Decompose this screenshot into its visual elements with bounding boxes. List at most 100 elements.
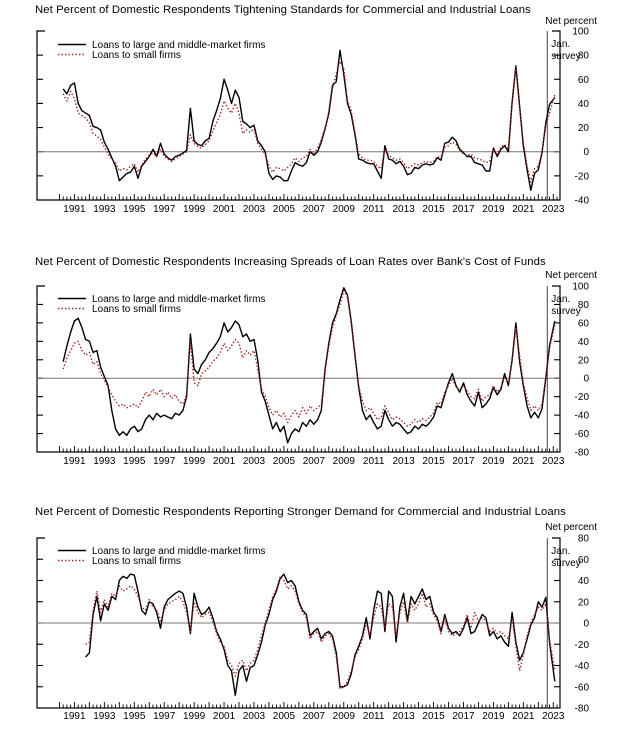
- x-tick-label: 2019: [482, 204, 505, 215]
- y-tick-label: 60: [578, 318, 590, 329]
- x-tick-label: 1991: [63, 204, 86, 215]
- series-line-small-firms: [62, 289, 556, 427]
- x-tick-label: 2021: [512, 204, 535, 215]
- legend-item-label: Loans to large and middle-market firms: [92, 40, 265, 51]
- jan-survey-label: Jan.: [551, 39, 570, 50]
- y-tick-label: 20: [578, 123, 590, 134]
- chart-title: Net Percent of Domestic Respondents Tigh…: [35, 4, 531, 16]
- y-tick-label: 40: [578, 576, 590, 587]
- x-tick-label: 1993: [93, 204, 116, 215]
- y-tick-label: -20: [575, 171, 590, 182]
- x-tick-label: 1995: [123, 711, 146, 722]
- x-tick-label: 1993: [93, 456, 116, 467]
- y-tick-label: 20: [578, 597, 590, 608]
- x-tick-label: 2021: [512, 711, 535, 722]
- legend-item-label: Loans to large and middle-market firms: [92, 546, 265, 557]
- jan-survey-label: survey: [551, 51, 580, 62]
- x-tick-label: 2013: [392, 456, 415, 467]
- y-tick-label: 80: [578, 534, 590, 545]
- jan-survey-label: Jan.: [551, 294, 570, 305]
- x-tick-label: 2005: [273, 711, 296, 722]
- x-tick-label: 2015: [422, 204, 445, 215]
- y-tick-label: 0: [583, 147, 589, 158]
- y-tick-label: -60: [575, 429, 590, 440]
- series-line-small-firms: [62, 60, 556, 183]
- series-line-small-firms: [85, 575, 556, 690]
- y-tick-label: -40: [575, 411, 590, 422]
- x-tick-label: 2005: [273, 204, 296, 215]
- x-tick-label: 2015: [422, 711, 445, 722]
- chart-title: Net Percent of Domestic Respondents Repo…: [35, 506, 566, 518]
- x-tick-label: 2003: [243, 204, 266, 215]
- x-tick-label: 1997: [153, 456, 176, 467]
- x-tick-label: 2001: [213, 711, 236, 722]
- y-tick-label: -60: [575, 682, 590, 693]
- x-tick-label: 1991: [63, 456, 86, 467]
- y-tick-label: -80: [575, 704, 590, 715]
- x-tick-label: 1995: [123, 204, 146, 215]
- y-axis-unit-label: Net percent: [545, 16, 597, 27]
- x-tick-label: 2023: [542, 456, 565, 467]
- x-tick-label: 2003: [243, 456, 266, 467]
- x-tick-label: 1995: [123, 456, 146, 467]
- y-tick-label: 60: [578, 75, 590, 86]
- y-tick-label: -20: [575, 640, 590, 651]
- x-tick-label: 2019: [482, 711, 505, 722]
- x-tick-label: 2011: [363, 204, 385, 215]
- y-tick-label: 0: [583, 619, 589, 630]
- x-tick-label: 1997: [153, 204, 176, 215]
- x-tick-label: 1993: [93, 711, 116, 722]
- x-tick-label: 2011: [363, 456, 385, 467]
- series-line-large-firms: [85, 573, 556, 696]
- x-tick-label: 2007: [303, 456, 326, 467]
- y-tick-label: 80: [578, 300, 590, 311]
- legend-item-label: Loans to small firms: [92, 304, 181, 315]
- x-tick-label: 2013: [392, 711, 415, 722]
- chart-title: Net Percent of Domestic Respondents Incr…: [35, 256, 546, 268]
- y-axis-unit-label: Net percent: [545, 522, 597, 533]
- x-tick-label: 2007: [303, 204, 326, 215]
- x-tick-label: 2017: [452, 711, 475, 722]
- y-tick-label: 40: [578, 99, 590, 110]
- jan-survey-label: survey: [551, 558, 580, 569]
- x-tick-label: 2009: [333, 204, 356, 215]
- x-tick-label: 2023: [542, 711, 565, 722]
- series-line-large-firms: [62, 49, 556, 192]
- x-tick-label: 1991: [63, 711, 86, 722]
- x-tick-label: 2009: [333, 456, 356, 467]
- x-tick-label: 2017: [452, 456, 475, 467]
- x-tick-label: 2017: [452, 204, 475, 215]
- y-axis-unit-label: Net percent: [545, 270, 597, 281]
- y-tick-label: 100: [572, 27, 589, 38]
- x-tick-label: 1997: [153, 711, 176, 722]
- series-line-large-firms: [62, 287, 556, 444]
- jan-survey-label: survey: [551, 306, 580, 317]
- y-tick-label: -40: [575, 661, 590, 672]
- x-tick-label: 2003: [243, 711, 266, 722]
- x-tick-label: 2015: [422, 456, 445, 467]
- jan-survey-label: Jan.: [551, 546, 570, 557]
- x-tick-label: 2005: [273, 456, 296, 467]
- x-tick-label: 2001: [213, 204, 236, 215]
- y-tick-label: -40: [575, 196, 590, 207]
- legend-item-label: Loans to small firms: [92, 556, 181, 567]
- x-tick-label: 2009: [333, 711, 356, 722]
- y-tick-label: 100: [572, 282, 589, 293]
- x-tick-label: 1999: [183, 456, 206, 467]
- x-tick-label: 2007: [303, 711, 326, 722]
- y-tick-label: 60: [578, 555, 590, 566]
- y-tick-label: 80: [578, 51, 590, 62]
- legend-item-label: Loans to large and middle-market firms: [92, 294, 265, 305]
- x-tick-label: 2013: [392, 204, 415, 215]
- legend-item-label: Loans to small firms: [92, 50, 181, 61]
- y-tick-label: -80: [575, 448, 590, 459]
- y-tick-label: 40: [578, 337, 590, 348]
- x-tick-label: 1999: [183, 711, 206, 722]
- x-tick-label: 2011: [363, 711, 385, 722]
- x-tick-label: 2001: [213, 456, 236, 467]
- y-tick-label: -20: [575, 392, 590, 403]
- y-tick-label: 0: [583, 374, 589, 385]
- x-tick-label: 2019: [482, 456, 505, 467]
- x-tick-label: 1999: [183, 204, 206, 215]
